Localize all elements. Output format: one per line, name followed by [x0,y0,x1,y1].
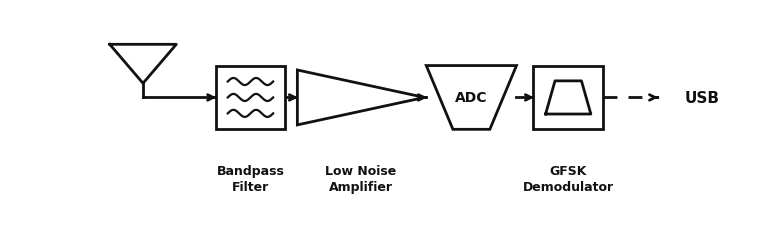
Text: USB: USB [685,90,720,106]
Bar [533,66,603,130]
Text: ADC: ADC [455,91,487,105]
Text: GFSK: GFSK [550,165,587,178]
Text: Bandpass: Bandpass [216,165,284,178]
Polygon shape [298,71,425,125]
Polygon shape [426,66,516,130]
Text: Demodulator: Demodulator [522,181,614,194]
Bar [216,66,285,130]
Text: Filter: Filter [232,181,269,194]
Text: Low Noise: Low Noise [326,165,397,178]
Text: Amplifier: Amplifier [329,181,393,194]
